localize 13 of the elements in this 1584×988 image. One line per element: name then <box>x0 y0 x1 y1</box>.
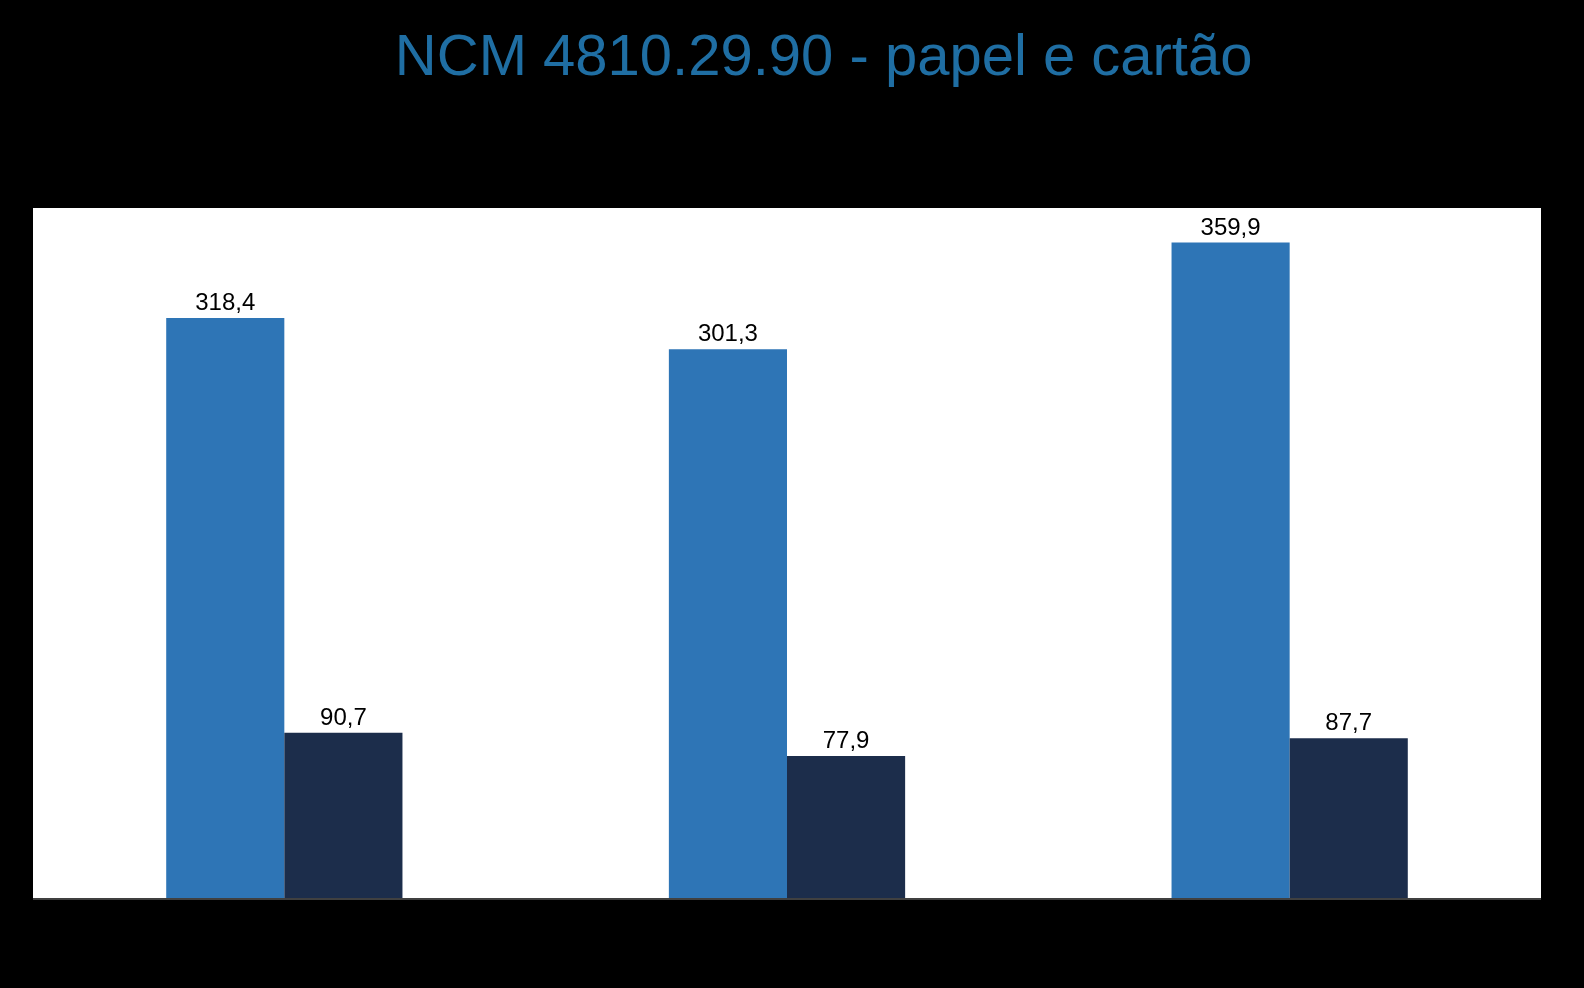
bar <box>284 732 403 898</box>
data-label: 301,3 <box>697 319 758 347</box>
bar <box>1171 242 1290 898</box>
bar <box>166 318 285 898</box>
bar <box>668 349 787 898</box>
data-label: 359,9 <box>1200 212 1261 240</box>
chart-title: NCM 4810.29.90 - papel e cartão <box>394 21 1253 87</box>
data-label: 77,9 <box>822 726 870 754</box>
bar <box>1289 738 1408 898</box>
data-label: 318,4 <box>195 288 256 316</box>
data-label: 90,7 <box>320 702 367 730</box>
bar <box>787 756 906 898</box>
data-label: 87,7 <box>1325 708 1373 736</box>
